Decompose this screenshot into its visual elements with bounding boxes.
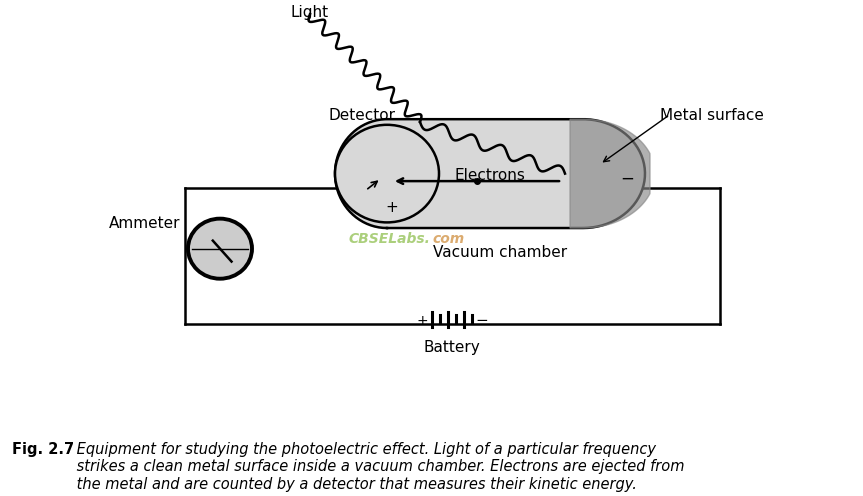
Circle shape xyxy=(335,125,439,222)
Polygon shape xyxy=(335,119,645,228)
Text: Vacuum chamber: Vacuum chamber xyxy=(433,245,567,260)
Text: Detector: Detector xyxy=(329,108,395,123)
Text: CBSELabs.: CBSELabs. xyxy=(348,232,430,247)
Text: +: + xyxy=(416,314,428,328)
Text: Battery: Battery xyxy=(424,340,481,355)
Text: Metal surface: Metal surface xyxy=(660,108,764,123)
Text: Equipment for studying the photoelectric effect. Light of a particular frequency: Equipment for studying the photoelectric… xyxy=(72,442,684,492)
Circle shape xyxy=(188,219,252,279)
Text: −: − xyxy=(476,313,488,328)
Text: +: + xyxy=(386,200,399,215)
Text: com: com xyxy=(432,232,464,247)
Polygon shape xyxy=(570,119,650,228)
Text: Light: Light xyxy=(291,4,329,20)
Text: Ammeter: Ammeter xyxy=(109,216,180,231)
Text: −: − xyxy=(620,169,634,187)
Text: Fig. 2.7: Fig. 2.7 xyxy=(12,442,74,457)
Text: Electrons: Electrons xyxy=(455,168,526,183)
